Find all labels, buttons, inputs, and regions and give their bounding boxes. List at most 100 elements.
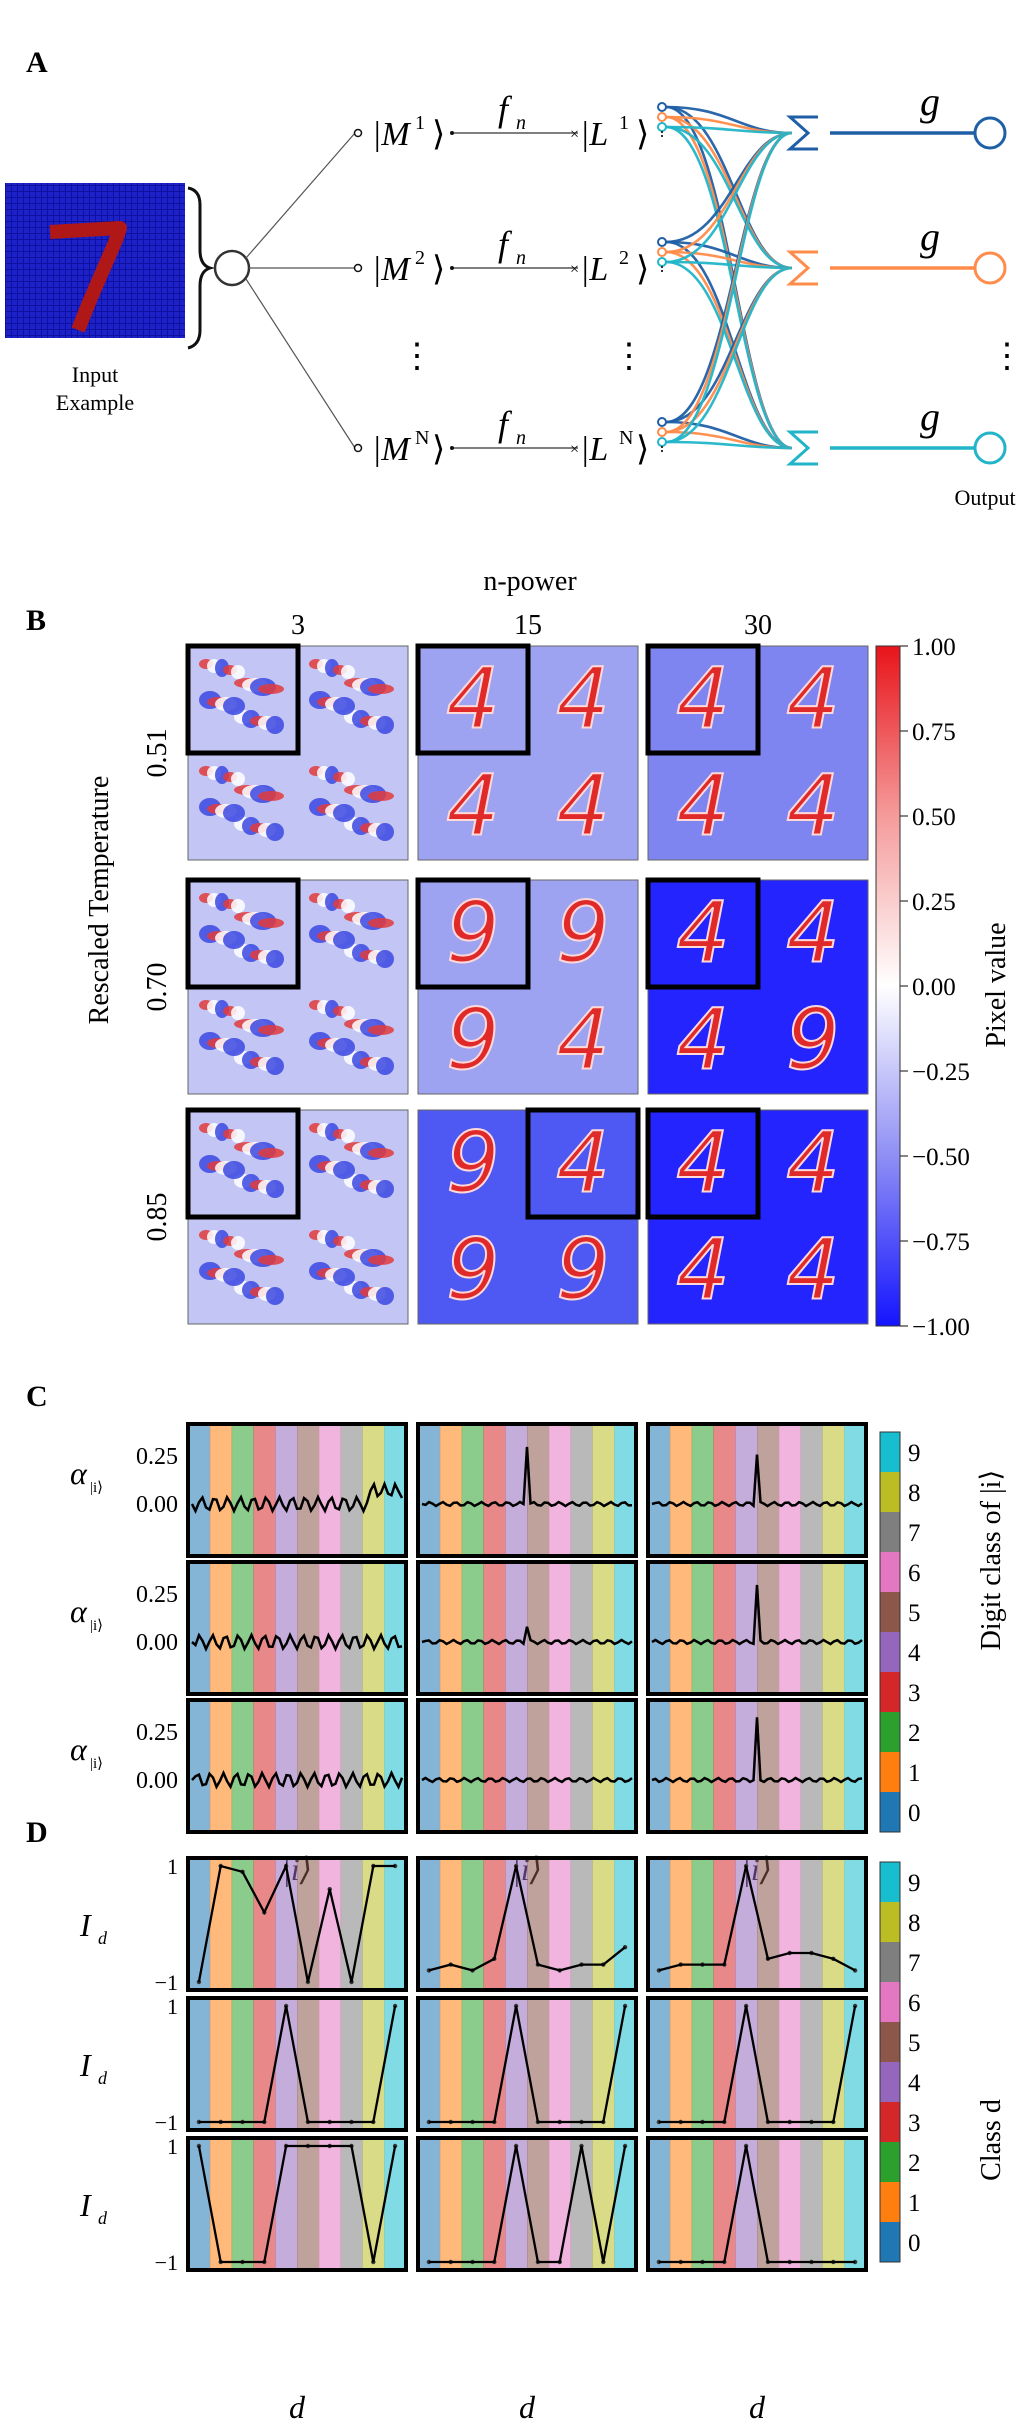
digit-cell: 9 49 9 — [417, 1107, 641, 1325]
alpha-line — [421, 1626, 633, 1647]
importance-plot — [186, 1856, 408, 1992]
prototype-image: 4 — [785, 883, 840, 983]
prototype-image: 4 — [785, 756, 840, 856]
class-swatch — [880, 2182, 900, 2222]
n-power-tick: 15 — [514, 610, 542, 641]
importance-line — [428, 2005, 627, 2124]
alpha-line — [191, 1631, 403, 1653]
alpha-axis-sub: |i⟩ — [90, 1480, 103, 1496]
fn-sub: n — [516, 247, 526, 269]
class-tick: 5 — [908, 1600, 921, 1627]
prototype-digit: 4 — [556, 1114, 609, 1212]
colorbar-tick: 0.50 — [912, 804, 956, 831]
prototype-image: 4 — [785, 1113, 840, 1213]
prototype-image: 9 — [445, 1220, 500, 1320]
best-match-highlight — [185, 643, 301, 756]
alpha-plot — [416, 1422, 638, 1558]
best-match-highlight — [185, 877, 301, 990]
output-node — [973, 116, 1007, 150]
alpha-plot — [186, 1698, 408, 1834]
class-axis-label: d — [749, 2389, 766, 2425]
output-node — [973, 251, 1007, 285]
class-swatch — [880, 1672, 900, 1712]
prototype-image — [199, 1230, 284, 1305]
importance-plot — [646, 1856, 868, 1992]
class-tick: 8 — [908, 1910, 921, 1937]
colorbar-ticks: 1.00 0.75 0.50 0.25 0.00 −0.25 −0.50 −0.75 −1.00 — [900, 634, 970, 1341]
prototype-image — [309, 766, 394, 841]
class-tick: 3 — [908, 2110, 921, 2137]
fn-sub: n — [516, 427, 526, 449]
prototype-image: 4 — [675, 883, 730, 983]
memory-index: 1 — [415, 112, 425, 134]
prototype-digit: 4 — [446, 650, 499, 748]
prototype-image: 9 — [555, 1220, 610, 1320]
class-tick: 0 — [908, 1800, 921, 1827]
svg-text:×: × — [570, 441, 579, 458]
prototype-image: 4 — [555, 990, 610, 1090]
prototype-image: 9 — [555, 883, 610, 983]
n-power-tick: 30 — [744, 610, 772, 641]
class-tick: 1 — [908, 1760, 921, 1787]
class-tick: 2 — [908, 2150, 921, 2177]
alpha-line — [651, 1584, 863, 1646]
prototype-image: 4 — [445, 756, 500, 856]
alpha-axis-sub: |i⟩ — [90, 1756, 103, 1772]
importance-plot — [186, 2136, 408, 2272]
class-tick: 1 — [908, 2190, 921, 2217]
prototype-digit: 4 — [556, 991, 609, 1089]
input-digit: 7 — [0, 0, 1, 1]
prototype-image: 4 — [675, 990, 730, 1090]
g-label: g — [920, 394, 940, 439]
fn-label: f — [498, 224, 513, 264]
colorbar-tick: −1.00 — [912, 1314, 970, 1341]
prototype-image: 9 — [785, 990, 840, 1090]
class-swatch — [880, 1792, 900, 1832]
best-match-highlight — [525, 1107, 641, 1220]
alpha-plots: α|i⟩0.250.00α|i⟩0.250.00α|i⟩0.250.00|i⟩|… — [70, 1422, 868, 1887]
importance-axis-label: I — [79, 2187, 92, 2223]
prototype-image: 4 — [555, 1113, 610, 1213]
prototype-digit: 4 — [786, 650, 839, 748]
importance-axis-label: I — [79, 2047, 92, 2083]
panel-c: C α|i⟩0.250.00α|i⟩0.250.00α|i⟩0.250.00|i… — [26, 1380, 1007, 1887]
class-colorbar-label-c: Digit class of |i⟩ — [976, 1470, 1007, 1651]
digit-cell: 4 44 4 — [645, 1107, 869, 1325]
panel-a: A 7 Input Example |M 1 ⟩ ×f n |L 1 ⟩g|M 2 ⟩ ×f n |L 2… — [0, 0, 1024, 510]
memory-index: N — [415, 427, 429, 449]
class-tick: 4 — [908, 2070, 921, 2097]
prototype-digit: 9 — [446, 1114, 499, 1212]
colorbar-tick: −0.75 — [912, 1229, 970, 1256]
class-tick: 7 — [908, 1950, 921, 1977]
label-state: |L — [580, 116, 608, 153]
input-example-image: 7 — [0, 0, 185, 338]
digit-cell — [185, 1107, 409, 1325]
colorbar-tick: 0.00 — [912, 974, 956, 1001]
prototype-image: 4 — [675, 1220, 730, 1320]
prototype-image: 4 — [675, 756, 730, 856]
n-power-title: n-power — [483, 566, 577, 597]
colorbar-label: Pixel value — [981, 922, 1012, 1047]
prototype-digit: 9 — [556, 1221, 609, 1319]
memory-index: 2 — [415, 247, 425, 269]
importance-tick: −1 — [155, 1970, 178, 1995]
prototype-digit: 4 — [676, 650, 729, 748]
prototype-image — [309, 1123, 394, 1198]
digit-cell — [185, 877, 409, 1095]
prototype-image — [199, 766, 284, 841]
prototype-image: 9 — [445, 1113, 500, 1213]
importance-tick: −1 — [155, 2250, 178, 2275]
class-swatch — [880, 1942, 900, 1982]
class-tick: 9 — [908, 1440, 921, 1467]
brace — [187, 186, 216, 350]
class-swatch — [880, 1712, 900, 1752]
n-power-tick: 3 — [291, 610, 305, 641]
panel-label-d: D — [26, 1816, 48, 1849]
label-index: 2 — [619, 247, 629, 269]
output-node — [973, 431, 1007, 465]
memory-ket-close: ⟩ — [432, 251, 445, 288]
prototype-image — [309, 1230, 394, 1305]
class-d-colorbar: 9 8 7 6 5 4 3 2 1 0 — [879, 1861, 921, 2263]
prototype-digit: 4 — [556, 650, 609, 748]
memory-state: |M — [372, 116, 411, 153]
